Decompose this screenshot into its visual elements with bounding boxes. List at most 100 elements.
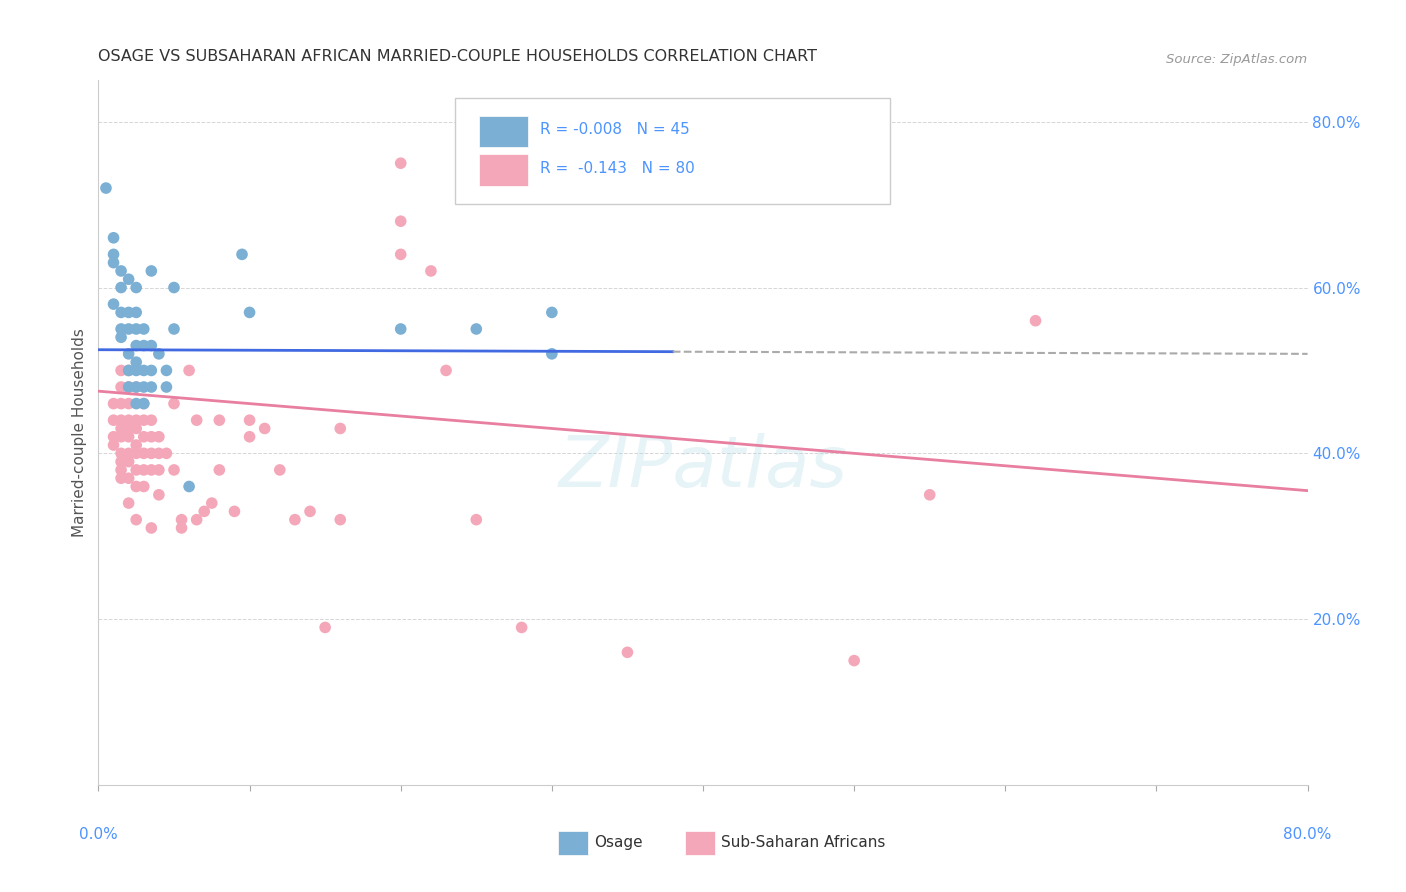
Point [434, 363, 457, 377]
Point [103, 297, 125, 311]
Point [110, 455, 132, 469]
Point [510, 620, 533, 634]
Point [110, 363, 132, 377]
Point [155, 363, 177, 377]
Point [163, 280, 186, 294]
Point [1024, 314, 1046, 328]
Point [118, 413, 141, 427]
Point [103, 413, 125, 427]
Text: Source: ZipAtlas.com: Source: ZipAtlas.com [1167, 54, 1308, 66]
Point [125, 305, 148, 319]
Point [155, 380, 177, 394]
Point [94, 181, 117, 195]
Point [132, 396, 155, 410]
Point [118, 322, 141, 336]
Text: ZIPatlas: ZIPatlas [558, 434, 848, 502]
Point [141, 446, 163, 460]
Point [118, 471, 141, 485]
Point [110, 305, 132, 319]
Point [163, 396, 186, 410]
Point [110, 396, 132, 410]
Point [193, 504, 215, 518]
Point [170, 521, 193, 535]
Point [110, 446, 132, 460]
Point [224, 504, 246, 518]
Point [118, 430, 141, 444]
Point [118, 380, 141, 394]
Point [118, 496, 141, 510]
Bar [479, 116, 527, 147]
Point [103, 396, 125, 410]
Point [141, 463, 163, 477]
Point [125, 355, 148, 369]
Point [110, 471, 132, 485]
Point [141, 380, 163, 394]
Point [141, 363, 163, 377]
Point [103, 231, 125, 245]
Point [540, 305, 562, 319]
Point [389, 214, 412, 228]
Point [389, 156, 412, 170]
Point [163, 463, 186, 477]
Point [110, 280, 132, 294]
Point [110, 380, 132, 394]
Point [918, 488, 941, 502]
Point [118, 363, 141, 377]
Point [239, 305, 262, 319]
Point [179, 479, 201, 493]
Point [132, 322, 155, 336]
Point [208, 463, 231, 477]
Bar [558, 830, 588, 855]
Point [170, 513, 193, 527]
Point [118, 421, 141, 435]
Text: Osage: Osage [595, 835, 643, 850]
Point [329, 513, 352, 527]
Point [125, 363, 148, 377]
Point [132, 413, 155, 427]
Point [314, 620, 336, 634]
Point [132, 396, 155, 410]
Point [125, 463, 148, 477]
Point [132, 446, 155, 460]
Point [239, 413, 262, 427]
Point [179, 363, 201, 377]
Point [118, 363, 141, 377]
Point [125, 421, 148, 435]
Point [103, 430, 125, 444]
FancyBboxPatch shape [456, 98, 890, 203]
Point [389, 247, 412, 261]
Point [155, 446, 177, 460]
Point [148, 430, 170, 444]
Point [231, 247, 253, 261]
Point [110, 430, 132, 444]
Y-axis label: Married-couple Households: Married-couple Households [72, 328, 87, 537]
Point [148, 446, 170, 460]
Point [148, 463, 170, 477]
Point [125, 479, 148, 493]
Point [110, 330, 132, 344]
Point [132, 363, 155, 377]
Point [125, 396, 148, 410]
Point [110, 421, 132, 435]
Point [125, 338, 148, 352]
Point [110, 322, 132, 336]
Point [616, 645, 638, 659]
Point [103, 255, 125, 269]
Point [132, 380, 155, 394]
Text: 80.0%: 80.0% [1284, 827, 1331, 842]
Point [844, 654, 866, 668]
Point [132, 338, 155, 352]
Point [208, 413, 231, 427]
Point [465, 322, 488, 336]
Text: OSAGE VS SUBSAHARAN AFRICAN MARRIED-COUPLE HOUSEHOLDS CORRELATION CHART: OSAGE VS SUBSAHARAN AFRICAN MARRIED-COUP… [98, 49, 817, 64]
Point [118, 396, 141, 410]
Text: Sub-Saharan Africans: Sub-Saharan Africans [721, 835, 886, 850]
Point [186, 513, 208, 527]
Point [201, 496, 224, 510]
Point [110, 413, 132, 427]
Point [420, 264, 443, 278]
Point [389, 322, 412, 336]
Point [125, 322, 148, 336]
Point [125, 413, 148, 427]
Point [141, 430, 163, 444]
